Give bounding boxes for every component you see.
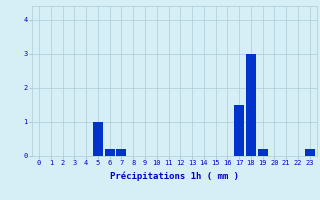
Bar	[116, 149, 126, 156]
Bar	[105, 149, 115, 156]
Bar	[93, 122, 103, 156]
Bar	[305, 149, 315, 156]
Bar	[234, 105, 244, 156]
Bar	[246, 54, 256, 156]
Bar	[258, 149, 268, 156]
X-axis label: Précipitations 1h ( mm ): Précipitations 1h ( mm )	[110, 172, 239, 181]
